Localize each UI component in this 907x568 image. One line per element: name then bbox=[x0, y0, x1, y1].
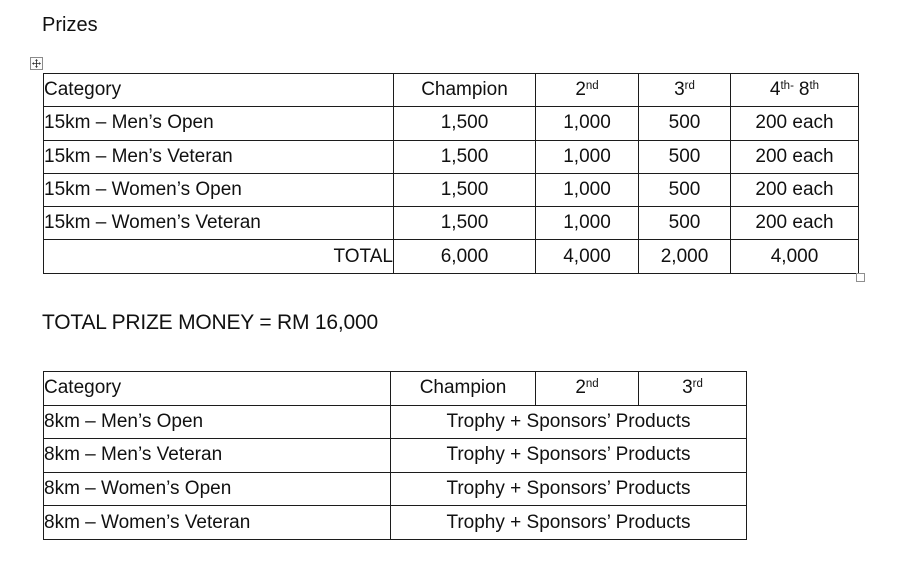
table-resize-handle[interactable] bbox=[856, 273, 865, 282]
table-total-row: TOTAL 6,000 4,000 2,000 4,000 bbox=[43, 239, 859, 274]
total-label[interactable]: TOTAL bbox=[43, 239, 394, 274]
prizes-table-15km: Category Champion 2nd 3rd 4th- 8th 15km –… bbox=[43, 72, 859, 274]
cell-category[interactable]: 8km – Women’s Veteran bbox=[43, 505, 391, 540]
table-row: 15km – Women’s Open 1,500 1,000 500 200 … bbox=[43, 172, 859, 208]
cell-champion-prize[interactable]: 1,500 bbox=[393, 106, 536, 141]
header-third-place[interactable]: 3rd bbox=[638, 72, 731, 108]
table-row: 8km – Women’s Open Trophy + Sponsors’ Pr… bbox=[43, 471, 747, 507]
table-row: 15km – Men’s Veteran 1,500 1,000 500 200… bbox=[43, 139, 859, 174]
cell-fourth-prize[interactable]: 200 each bbox=[730, 139, 859, 174]
header-third-text: 3 bbox=[682, 377, 693, 399]
cell-category[interactable]: 8km – Women’s Open bbox=[43, 471, 391, 507]
table-row: 8km – Men’s Open Trophy + Sponsors’ Prod… bbox=[43, 404, 747, 440]
cell-third-prize[interactable]: 500 bbox=[638, 139, 731, 174]
table-header-row: Category Champion 2nd 3rd 4th- 8th bbox=[43, 72, 859, 108]
total-champion[interactable]: 6,000 bbox=[393, 239, 536, 274]
table-row: 8km – Women’s Veteran Trophy + Sponsors’… bbox=[43, 505, 747, 540]
header-second-text: 2 bbox=[575, 79, 586, 101]
total-prize-money-text: TOTAL PRIZE MONEY = RM 16,000 bbox=[42, 311, 378, 334]
table-header-row: Category Champion 2nd 3rd bbox=[43, 371, 747, 406]
cell-category[interactable]: 8km – Men’s Veteran bbox=[43, 438, 391, 473]
header-second-place[interactable]: 2nd bbox=[535, 72, 639, 108]
header-third-place[interactable]: 3rd bbox=[638, 371, 747, 406]
table-move-handle-icon bbox=[32, 59, 41, 68]
header-fourth-text: 4 bbox=[769, 79, 781, 101]
cell-champion-prize[interactable]: 1,500 bbox=[393, 172, 536, 208]
cell-third-prize[interactable]: 500 bbox=[638, 172, 731, 208]
cell-third-prize[interactable]: 500 bbox=[638, 206, 731, 241]
table-row: 15km – Men’s Open 1,500 1,000 500 200 ea… bbox=[43, 106, 859, 141]
header-fourth-to-eighth[interactable]: 4th- 8th bbox=[730, 72, 859, 108]
table-row: 8km – Men’s Veteran Trophy + Sponsors’ P… bbox=[43, 438, 747, 473]
cell-category[interactable]: 15km – Men’s Open bbox=[43, 106, 394, 141]
header-second-ordinal: nd bbox=[585, 378, 599, 391]
table-move-handle[interactable] bbox=[30, 57, 43, 70]
header-eighth-ordinal: th bbox=[809, 80, 820, 93]
header-category[interactable]: Category bbox=[43, 371, 391, 406]
header-second-place[interactable]: 2nd bbox=[535, 371, 639, 406]
cell-category[interactable]: 15km – Men’s Veteran bbox=[43, 139, 394, 174]
header-third-text: 3 bbox=[674, 79, 685, 101]
cell-second-prize[interactable]: 1,000 bbox=[535, 139, 639, 174]
header-second-ordinal: nd bbox=[585, 80, 599, 93]
page-title: Prizes bbox=[42, 14, 98, 36]
cell-fourth-prize[interactable]: 200 each bbox=[730, 106, 859, 141]
total-third[interactable]: 2,000 bbox=[638, 239, 731, 274]
header-eighth-text: 8 bbox=[798, 79, 810, 101]
header-third-ordinal: rd bbox=[692, 378, 703, 391]
cell-category[interactable]: 8km – Men’s Open bbox=[43, 404, 391, 440]
header-second-text: 2 bbox=[575, 377, 586, 399]
cell-champion-prize[interactable]: 1,500 bbox=[393, 206, 536, 241]
total-second[interactable]: 4,000 bbox=[535, 239, 639, 274]
cell-second-prize[interactable]: 1,000 bbox=[535, 106, 639, 141]
header-third-ordinal: rd bbox=[684, 80, 695, 93]
cell-third-prize[interactable]: 500 bbox=[638, 106, 731, 141]
cell-prize[interactable]: Trophy + Sponsors’ Products bbox=[390, 438, 747, 473]
cell-second-prize[interactable]: 1,000 bbox=[535, 172, 639, 208]
header-champion[interactable]: Champion bbox=[390, 371, 536, 406]
cell-prize[interactable]: Trophy + Sponsors’ Products bbox=[390, 404, 747, 440]
cell-second-prize[interactable]: 1,000 bbox=[535, 206, 639, 241]
prizes-table-8km: Category Champion 2nd 3rd 8km – Men’s Op… bbox=[43, 371, 747, 540]
cell-champion-prize[interactable]: 1,500 bbox=[393, 139, 536, 174]
cell-fourth-prize[interactable]: 200 each bbox=[730, 206, 859, 241]
cell-prize[interactable]: Trophy + Sponsors’ Products bbox=[390, 505, 747, 540]
table-row: 15km – Women’s Veteran 1,500 1,000 500 2… bbox=[43, 206, 859, 241]
cell-category[interactable]: 15km – Women’s Open bbox=[43, 172, 394, 208]
header-category[interactable]: Category bbox=[43, 72, 394, 108]
header-fourth-ordinal: th- bbox=[780, 80, 794, 93]
cell-category[interactable]: 15km – Women’s Veteran bbox=[43, 206, 394, 241]
cell-prize[interactable]: Trophy + Sponsors’ Products bbox=[390, 471, 747, 507]
header-champion[interactable]: Champion bbox=[393, 72, 536, 108]
total-fourth[interactable]: 4,000 bbox=[730, 239, 859, 274]
cell-fourth-prize[interactable]: 200 each bbox=[730, 172, 859, 208]
